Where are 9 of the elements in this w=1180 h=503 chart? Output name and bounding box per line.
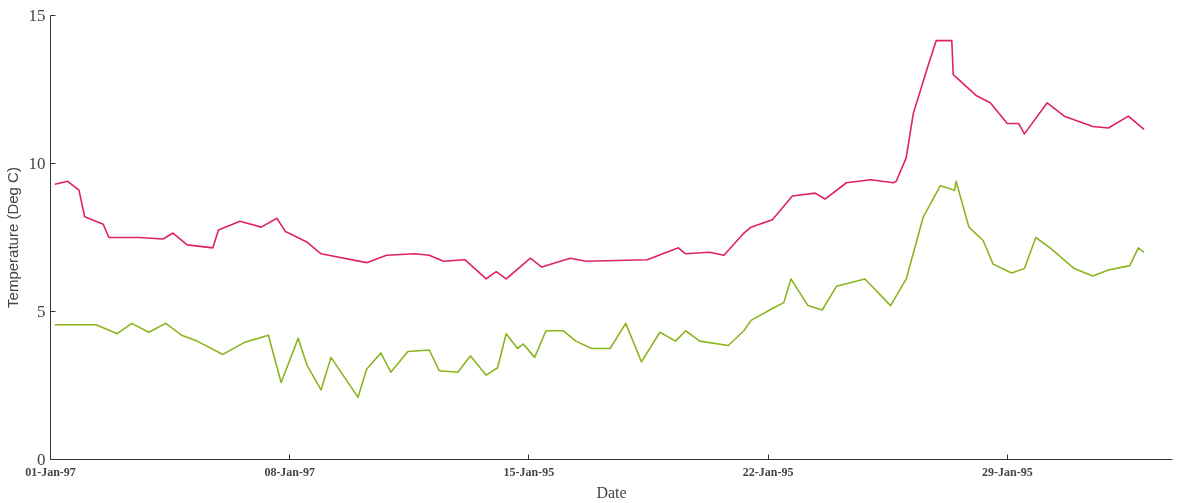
- x-tick-label: 29-Jan-95: [982, 464, 1033, 479]
- x-tick-label: 22-Jan-95: [742, 464, 794, 479]
- y-tick-label: 5: [37, 302, 46, 321]
- x-tick-label: 08-Jan-97: [264, 464, 316, 479]
- y-tick-label: 10: [28, 154, 46, 173]
- y-tick-label: 15: [28, 6, 46, 25]
- y-axis-title: Temperature (Deg C): [3, 167, 21, 308]
- x-tick-label: 15-Jan-95: [503, 464, 555, 479]
- x-axis-title: Date: [596, 483, 627, 501]
